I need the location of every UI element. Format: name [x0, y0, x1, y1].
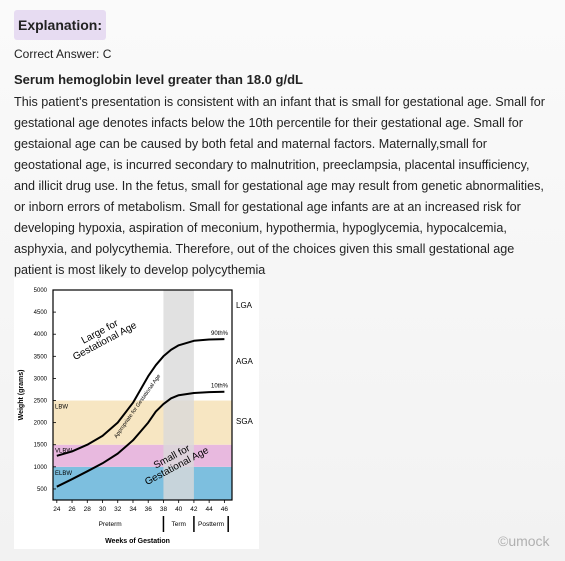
- x-tick-label: 32: [114, 506, 122, 513]
- y-axis-label: Weight (grams): [18, 370, 25, 421]
- y-tick-label: 2500: [34, 399, 48, 405]
- curve-label: 90th%: [211, 331, 229, 337]
- y-tick-label: 1000: [34, 465, 48, 471]
- x-tick-label: 34: [129, 506, 137, 513]
- band-label: ELBW: [55, 471, 72, 477]
- band-label: VLBW: [55, 449, 72, 455]
- x-tick-label: 46: [221, 506, 229, 513]
- size-label: AGA: [236, 357, 254, 366]
- x-tick-label: 26: [68, 506, 76, 513]
- answer-heading: Serum hemoglobin level greater than 18.0…: [14, 72, 303, 87]
- y-tick-label: 2000: [34, 421, 48, 427]
- y-tick-label: 500: [37, 487, 48, 493]
- explanation-header: Explanation:: [14, 10, 106, 40]
- size-label: SGA: [236, 417, 254, 426]
- y-tick-label: 4000: [34, 332, 48, 338]
- correct-answer: Correct Answer: C: [14, 47, 112, 61]
- curve-label: 10th%: [211, 384, 229, 390]
- percentile-curve: [56, 338, 225, 457]
- y-tick-label: 5000: [34, 288, 48, 294]
- x-tick-label: 40: [175, 506, 183, 513]
- x-tick-label: 36: [145, 506, 153, 513]
- y-tick-label: 3500: [34, 354, 48, 360]
- watermark: ©umock: [498, 533, 550, 549]
- x-tick-label: 28: [84, 506, 92, 513]
- period-label: Preterm: [99, 521, 122, 528]
- percentile-curve: [56, 390, 225, 488]
- period-label: Postterm: [198, 521, 224, 528]
- explanation-text: This patient's presentation is consisten…: [14, 95, 545, 277]
- x-axis-label: Weeks of Gestation: [105, 538, 170, 545]
- x-tick-label: 30: [99, 506, 107, 513]
- x-tick-label: 24: [53, 506, 61, 513]
- growth-chart: ELBW VLBW LBW 500 1000 1500 2000 2500 3000 3500 40…: [14, 278, 259, 549]
- y-tick-label: 1500: [34, 443, 48, 449]
- y-tick-label: 3000: [34, 376, 48, 382]
- weight-band: [53, 400, 232, 445]
- size-label: LGA: [236, 301, 253, 310]
- plot-frame: [52, 289, 233, 501]
- band-label: LBW: [55, 405, 68, 411]
- period-label: Term: [171, 521, 185, 528]
- x-tick-label: 42: [190, 506, 198, 513]
- y-tick-label: 4500: [34, 310, 48, 316]
- weight-band: [53, 466, 232, 500]
- x-tick-label: 38: [160, 506, 168, 513]
- x-tick-label: 44: [206, 506, 214, 513]
